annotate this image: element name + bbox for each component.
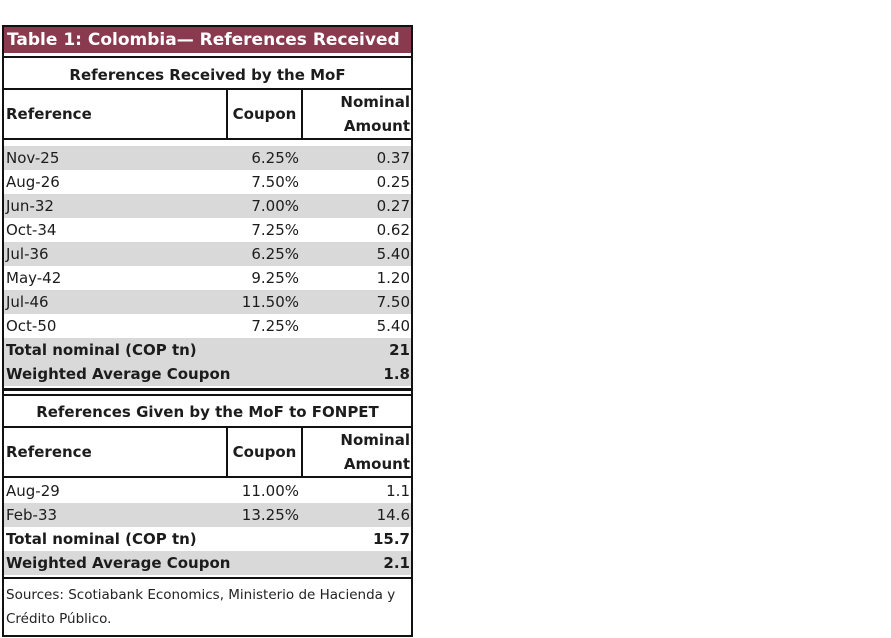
table-frame: Table 1: Colombia— References Received R… [2,25,413,637]
section-divider [4,388,411,391]
divider [4,426,411,428]
divider [4,88,411,90]
header-amount-line1: Nominal [340,93,410,111]
header-row-received: Reference Coupon Nominal Amount [4,90,411,138]
coupon-cell: 11.50% [241,293,299,311]
coupon-cell: 13.25% [241,506,299,524]
table-row: Jun-32 7.00% 0.27 [4,194,411,218]
reference-cell: Aug-26 [6,173,60,191]
table-row: May-42 9.25% 1.20 [4,266,411,290]
table-row: Aug-29 11.00% 1.1 [4,479,411,503]
header-nominal-amount: Nominal Amount [303,428,411,476]
reference-cell: Jun-32 [6,197,54,215]
sources-line1: Sources: Scotiabank Economics, Ministeri… [6,587,396,603]
header-coupon: Coupon [226,90,303,138]
header-nominal-amount: Nominal Amount [303,90,411,138]
coupon-cell: 7.00% [251,197,299,215]
total-label: Total nominal (COP tn) [6,341,197,359]
amount-cell: 5.40 [376,317,410,335]
table-row: Nov-25 6.25% 0.37 [4,146,411,170]
header-amount-line2: Amount [343,455,410,473]
amount-cell: 0.37 [376,149,410,167]
coupon-cell: 7.25% [251,221,299,239]
total-label: Total nominal (COP tn) [6,530,197,548]
wac-value: 2.1 [383,554,410,572]
coupon-cell: 7.25% [251,317,299,335]
header-reference: Reference [6,105,92,123]
reference-cell: Feb-33 [6,506,58,524]
amount-cell: 1.1 [386,482,410,500]
divider [4,476,411,478]
wac-value: 1.8 [383,365,410,383]
divider [4,394,411,396]
coupon-cell: 6.25% [251,245,299,263]
divider [4,56,411,58]
wac-label: Weighted Average Coupon [6,554,231,572]
table-row: Oct-34 7.25% 0.62 [4,218,411,242]
header-reference: Reference [6,443,92,461]
table-row: Oct-50 7.25% 5.40 [4,314,411,338]
table-row: Aug-26 7.50% 0.25 [4,170,411,194]
amount-cell: 0.27 [376,197,410,215]
coupon-cell: 11.00% [241,482,299,500]
total-row: Total nominal (COP tn) 21 [4,338,411,362]
header-amount-line1: Nominal [340,431,410,449]
reference-cell: Oct-50 [6,317,57,335]
coupon-cell: 7.50% [251,173,299,191]
coupon-cell: 6.25% [251,149,299,167]
sources-line2: Crédito Público. [6,611,112,627]
wac-row: Weighted Average Coupon 2.1 [4,551,411,575]
header-row-given: Reference Coupon Nominal Amount [4,428,411,476]
table-row: Jul-46 11.50% 7.50 [4,290,411,314]
header-amount-line2: Amount [343,117,410,135]
wac-label: Weighted Average Coupon [6,365,231,383]
table-title: Table 1: Colombia— References Received [4,27,411,53]
reference-cell: Jul-46 [6,293,49,311]
coupon-cell: 9.25% [251,269,299,287]
reference-cell: May-42 [6,269,62,287]
divider [4,138,411,140]
total-row: Total nominal (COP tn) 15.7 [4,527,411,551]
total-value: 21 [389,341,410,359]
amount-cell: 0.62 [376,221,410,239]
reference-cell: Nov-25 [6,149,60,167]
table-row: Jul-36 6.25% 5.40 [4,242,411,266]
wac-row: Weighted Average Coupon 1.8 [4,362,411,386]
amount-cell: 5.40 [376,245,410,263]
reference-cell: Oct-34 [6,221,57,239]
section-title-given: References Given by the MoF to FONPET [36,403,379,421]
amount-cell: 1.20 [376,269,410,287]
divider [4,577,411,579]
amount-cell: 7.50 [376,293,410,311]
section-title-received: References Received by the MoF [69,66,346,84]
amount-cell: 0.25 [376,173,410,191]
header-coupon: Coupon [226,428,303,476]
reference-cell: Jul-36 [6,245,49,263]
table-row: Feb-33 13.25% 14.6 [4,503,411,527]
amount-cell: 14.6 [376,506,410,524]
reference-cell: Aug-29 [6,482,60,500]
sources-note: Sources: Scotiabank Economics, Ministeri… [6,583,411,631]
total-value: 15.7 [372,530,410,548]
